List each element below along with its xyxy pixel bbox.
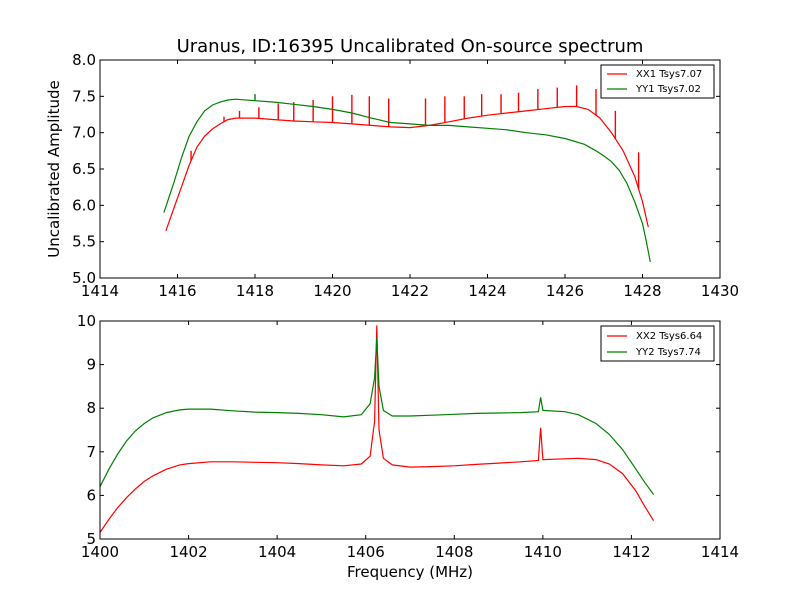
y-tick-label: 6.0 — [72, 196, 96, 214]
x-tick-label: 1406 — [347, 543, 385, 561]
legend-box-top — [600, 64, 715, 99]
series-line-xx1 — [165, 105, 649, 231]
y-tick-label: 6.5 — [72, 160, 96, 178]
x-tick-label: 1400 — [81, 543, 119, 561]
x-tick-label: 1412 — [612, 543, 650, 561]
spectrum-panel-bottom: 1400 1402 1404 1406 1408 1410 1412 14145678910 … — [77, 312, 739, 581]
y-tick-label: 8.0 — [72, 51, 96, 69]
legend-label-yy2: YY2 Tsys7.74 — [635, 347, 701, 358]
x-tick-label: 1420 — [313, 282, 351, 300]
legend-label-xx1: XX1 Tsys7.07 — [636, 69, 702, 80]
y-tick-label: 5 — [86, 530, 96, 548]
x-tick-label: 1422 — [391, 282, 429, 300]
series-line-yy2 — [99, 337, 655, 495]
x-tick-label: 1408 — [435, 543, 473, 561]
y-tick-label: 10 — [77, 312, 96, 330]
y-axis-label-top: Uncalibrated Amplitude — [45, 80, 63, 257]
x-tick-label: 1416 — [158, 282, 196, 300]
x-axis-label-bottom: Frequency (MHz) — [347, 563, 473, 581]
x-tick-label: 1428 — [623, 282, 661, 300]
legend-top: XX1 Tsys7.07 YY1 Tsys7.02 — [600, 64, 715, 99]
x-tick-label: 1402 — [169, 543, 207, 561]
y-tick-label: 8 — [86, 399, 96, 417]
series-layer-bottom — [99, 325, 655, 533]
spectrum-panel-top: 1414 1416 1418 1420 1422 1424 1426 1428 1430 5.0 5… — [45, 51, 739, 300]
tick-layer-bottom: 1400 1402 1404 1406 1408 1410 1412 1414 5 6 7 8 9 10 — [77, 312, 739, 561]
tick-layer-top: 1414 1416 1418 1420 1422 1424 1426 1428 1430 5.0 5… — [72, 51, 739, 300]
y-tick-label: 6 — [86, 486, 96, 504]
x-tick-label: 1430 — [701, 282, 739, 300]
x-tick-label: 1414 — [701, 543, 739, 561]
y-tick-label: 5.0 — [72, 269, 96, 287]
y-tick-label: 5.5 — [72, 233, 96, 251]
x-tick-label: 1426 — [546, 282, 584, 300]
axes-frame-bottom — [99, 320, 721, 540]
legend-label-xx2: XX2 Tsys6.64 — [636, 331, 702, 342]
x-tick-label: 1418 — [236, 282, 274, 300]
series-layer-top — [163, 85, 651, 263]
legend-box-bottom — [600, 325, 715, 362]
series-line-xx2 — [99, 325, 655, 533]
series-line-yy1 — [163, 98, 651, 263]
x-tick-label: 1424 — [468, 282, 506, 300]
legend-bottom: XX2 Tsys6.64 YY2 Tsys7.74 — [600, 325, 715, 362]
x-tick-label: 1404 — [258, 543, 296, 561]
y-tick-label: 7.5 — [72, 87, 96, 105]
chart-title: Uranus, ID:16395 Uncalibrated On-source … — [177, 36, 644, 57]
x-tick-label: 1414 — [81, 282, 119, 300]
axes-frame-top — [99, 59, 721, 279]
y-tick-label: 9 — [86, 356, 96, 374]
y-tick-label: 7 — [86, 443, 96, 461]
x-tick-label: 1410 — [524, 543, 562, 561]
legend-label-yy1: YY1 Tsys7.02 — [635, 84, 701, 95]
y-tick-label: 7.0 — [72, 124, 96, 142]
